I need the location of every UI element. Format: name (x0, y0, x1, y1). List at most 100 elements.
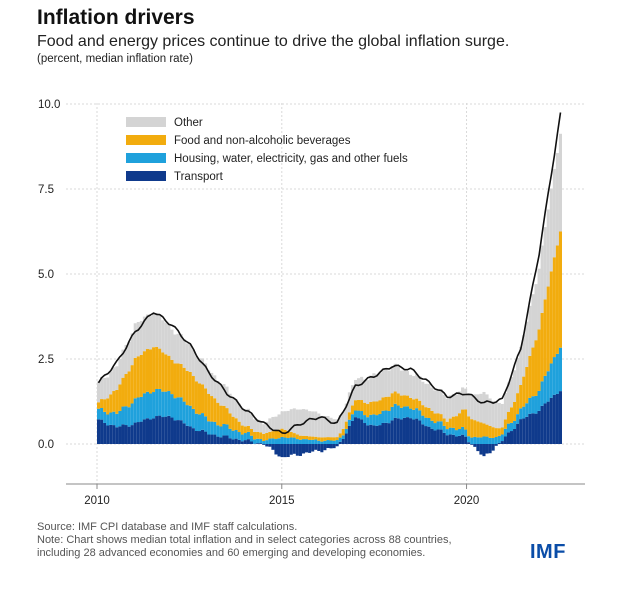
food-bar (537, 329, 541, 391)
food-bar (182, 367, 186, 402)
food-bar (317, 437, 321, 441)
transport-bar (366, 425, 370, 444)
food-bar (323, 437, 327, 441)
food-bar (409, 397, 413, 409)
transport-bar (335, 444, 339, 447)
food-bar (546, 286, 550, 372)
transport-bar (482, 444, 486, 457)
food-bar (100, 399, 104, 409)
other-bar (448, 395, 452, 419)
other-bar (219, 384, 223, 406)
transport-bar (283, 444, 287, 458)
other-bar (265, 421, 269, 433)
transport-bar (409, 418, 413, 444)
transport-bar (121, 424, 125, 444)
y-tick-label: 2.5 (38, 354, 54, 366)
food-bar (161, 352, 165, 392)
food-bar (470, 419, 474, 438)
food-bar (360, 400, 364, 412)
total-inflation-line (97, 112, 562, 435)
other-bar (145, 314, 150, 350)
transport-bar (308, 444, 312, 453)
housing-bar (142, 393, 146, 420)
food-bar (372, 401, 376, 415)
housing-bar (531, 396, 535, 414)
transport-bar (528, 413, 532, 444)
food-bar (494, 428, 498, 437)
other-bar (121, 349, 125, 378)
other-bar (341, 411, 345, 429)
transport-bar (228, 438, 232, 444)
food-bar (335, 437, 339, 441)
other-bar (256, 419, 260, 432)
food-bar (133, 357, 137, 399)
food-bar (439, 414, 443, 422)
food-bar (488, 425, 492, 438)
food-bar (531, 347, 535, 397)
transport-bar (97, 419, 101, 444)
housing-bar (311, 439, 315, 444)
housing-bar (405, 406, 410, 418)
y-tick-label: 7.5 (38, 184, 54, 196)
food-bar (301, 435, 306, 440)
food-bar (528, 355, 532, 398)
housing-bar (219, 426, 223, 438)
other-bar (513, 370, 517, 402)
transport-bar (375, 425, 379, 444)
transport-bar (494, 444, 498, 446)
other-bar (301, 409, 306, 436)
housing-bar (436, 421, 440, 430)
transport-bar (142, 419, 146, 444)
housing-bar (491, 437, 495, 444)
other-bar (500, 403, 504, 428)
transport-bar (412, 419, 416, 444)
food-bar (341, 428, 345, 436)
housing-bar (445, 429, 449, 436)
other-bar (115, 366, 119, 390)
housing-bar (528, 397, 532, 414)
food-bar (201, 384, 205, 414)
legend-label: Housing, water, electricity, gas and oth… (174, 153, 408, 165)
food-bar (412, 399, 416, 410)
food-bar (375, 401, 379, 416)
housing-bar (396, 405, 400, 419)
transport-bar (405, 417, 410, 444)
housing-bar (516, 414, 520, 424)
food-bar (436, 413, 440, 422)
food-bar (479, 422, 483, 438)
food-bar (149, 349, 153, 394)
housing-bar (182, 401, 186, 424)
food-bar (500, 427, 504, 435)
housing-bar (430, 420, 434, 429)
other-bar (216, 381, 220, 403)
housing-bar (506, 423, 510, 433)
housing-bar (161, 391, 165, 418)
food-bar (396, 393, 400, 406)
legend-swatch (126, 171, 166, 181)
transport-bar (118, 426, 122, 444)
housing-bar (295, 439, 299, 444)
transport-bar (485, 444, 489, 454)
other-bar (467, 395, 471, 417)
food-bar (534, 340, 538, 396)
housing-bar (500, 434, 504, 442)
other-bar (418, 376, 422, 401)
other-bar (201, 358, 205, 385)
food-bar (461, 409, 465, 427)
other-bar (118, 358, 122, 385)
housing-bar (549, 363, 553, 398)
other-bar (292, 408, 296, 434)
other-bar (366, 380, 370, 405)
other-bar (540, 245, 544, 313)
housing-bar (155, 389, 159, 417)
other-bar (326, 416, 330, 438)
other-bar (470, 395, 474, 420)
transport-bar (439, 429, 443, 444)
food-bar (136, 356, 140, 398)
food-bar (427, 407, 431, 418)
housing-bar (350, 414, 354, 421)
housing-bar (372, 414, 376, 426)
other-bar (124, 344, 128, 375)
other-bar (243, 409, 247, 427)
food-bar (552, 257, 556, 358)
